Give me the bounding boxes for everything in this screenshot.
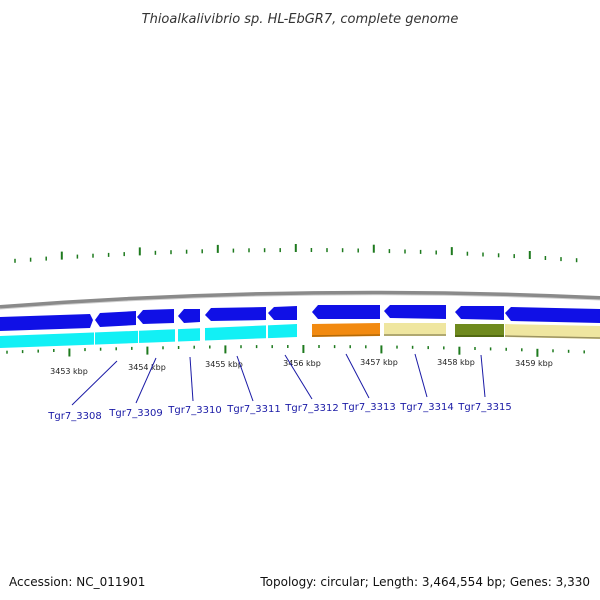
gene-callout-line <box>236 355 254 402</box>
category-gap <box>266 322 268 342</box>
category-segment-khaki[interactable] <box>384 323 446 336</box>
functional-category-track <box>0 322 600 348</box>
cds-feature[interactable] <box>455 306 504 320</box>
gene-label-tgr7-3308[interactable]: Tgr7_3308 <box>47 411 101 422</box>
category-shadow <box>504 335 600 339</box>
gene-label-tgr7-3313[interactable]: Tgr7_3313 <box>341 402 395 413</box>
genome-backbone-arc-highlight <box>0 294 600 310</box>
category-segment-khaki[interactable] <box>505 324 600 339</box>
gene-callout-line <box>189 356 194 402</box>
category-gap <box>175 325 178 345</box>
category-gap <box>94 326 95 348</box>
cds-feature[interactable] <box>0 314 93 331</box>
ruler-label: 3454 kbp <box>128 363 166 372</box>
genome-title: Thioalkalivibrio sp. HL-EbGR7, complete … <box>142 12 459 27</box>
cds-feature[interactable] <box>95 311 136 327</box>
category-gap <box>200 324 205 344</box>
cds-feature[interactable] <box>205 307 266 321</box>
gene-callout-line <box>71 360 118 406</box>
genome-backbone-arc <box>0 290 600 309</box>
gene-callout-lines <box>71 353 486 406</box>
gene-label-tgr7-3309[interactable]: Tgr7_3309 <box>108 408 162 419</box>
ruler-label: 3459 kbp <box>515 359 553 368</box>
gene-callout-line <box>284 354 313 400</box>
gene-label-tgr7-3311[interactable]: Tgr7_3311 <box>226 404 280 415</box>
category-shadow <box>311 334 381 337</box>
cds-feature[interactable] <box>137 309 174 324</box>
category-gap <box>138 326 139 346</box>
category-segment-cyan[interactable] <box>0 324 297 348</box>
ruler-label: 3455 kbp <box>205 360 243 369</box>
category-segment-orange[interactable] <box>312 323 380 337</box>
gene-labels: Tgr7_3308 Tgr7_3309 Tgr7_3310 Tgr7_3311 … <box>47 402 511 422</box>
cds-feature[interactable] <box>268 306 297 320</box>
cds-track <box>0 305 600 331</box>
cds-feature[interactable] <box>312 305 380 319</box>
ruler-label: 3457 kbp <box>360 358 398 367</box>
gene-label-tgr7-3312[interactable]: Tgr7_3312 <box>284 403 338 414</box>
gene-callout-line <box>480 354 486 398</box>
ruler-labels: 3453 kbp 3454 kbp 3455 kbp 3456 kbp 3457… <box>50 358 553 376</box>
lower-tick-marks <box>6 345 585 357</box>
category-segment-olive[interactable] <box>455 324 504 337</box>
genome-summary-text: Topology: circular; Length: 3,464,554 bp… <box>259 575 590 589</box>
upper-tick-marks <box>14 244 578 263</box>
gene-callout-line <box>345 353 370 399</box>
accession-text: Accession: NC_011901 <box>9 575 145 589</box>
gene-callout-line <box>414 353 428 398</box>
gene-label-tgr7-3314[interactable]: Tgr7_3314 <box>399 402 453 413</box>
cds-feature[interactable] <box>505 307 600 323</box>
gene-callout-line <box>135 357 157 404</box>
gene-label-tgr7-3315[interactable]: Tgr7_3315 <box>457 402 511 413</box>
ruler-label: 3453 kbp <box>50 367 88 376</box>
cds-feature[interactable] <box>178 309 200 323</box>
cds-feature[interactable] <box>384 305 446 319</box>
ruler-label: 3456 kbp <box>283 359 321 368</box>
gene-label-tgr7-3310[interactable]: Tgr7_3310 <box>167 405 221 416</box>
ruler-label: 3458 kbp <box>437 358 475 367</box>
